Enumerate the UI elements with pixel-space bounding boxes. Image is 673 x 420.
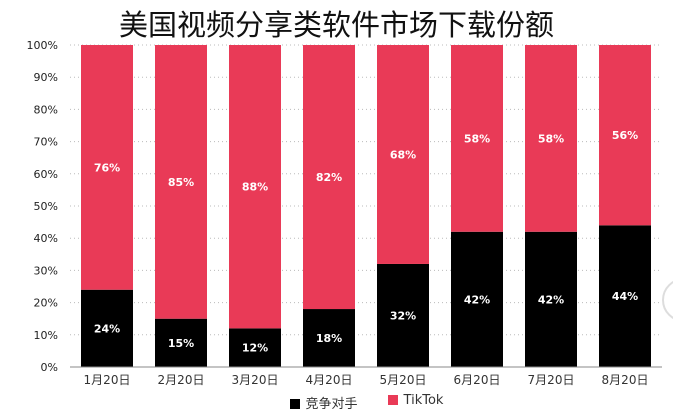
- x-tick-label: 8月20日: [602, 373, 649, 387]
- bar-segment: [451, 231, 503, 367]
- bar-segment: [599, 225, 651, 367]
- chart-title: 美国视频分享类软件市场下载份额: [118, 8, 554, 42]
- data-label: 18%: [316, 332, 342, 345]
- legend: 竞争对手 TikTok: [0, 393, 673, 412]
- x-tick-label: 4月20日: [306, 373, 353, 387]
- bar-segment: [81, 45, 133, 290]
- x-tick-label: 1月20日: [84, 373, 131, 387]
- legend-label: 竞争对手: [305, 397, 358, 412]
- data-label: 42%: [464, 293, 490, 306]
- bar-segment: [155, 45, 207, 319]
- data-label: 82%: [316, 171, 342, 184]
- y-tick-label: 100%: [27, 39, 58, 52]
- data-label: 68%: [390, 148, 416, 161]
- bar-segment: [229, 328, 281, 367]
- bar-segment: [599, 45, 651, 226]
- legend-label: TikTok: [403, 393, 444, 408]
- bar-segment: [377, 45, 429, 264]
- data-label: 44%: [612, 290, 638, 303]
- data-label: 15%: [168, 337, 194, 350]
- data-label: 56%: [612, 129, 638, 142]
- data-label: 76%: [94, 161, 120, 174]
- y-tick-label: 90%: [34, 71, 58, 84]
- y-tick-label: 40%: [34, 232, 58, 245]
- data-label: 58%: [464, 132, 490, 145]
- data-label: 88%: [242, 181, 268, 194]
- bar-segment: [229, 45, 281, 329]
- y-tick-label: 20%: [34, 297, 58, 310]
- bar-segment: [81, 289, 133, 367]
- x-tick-label: 6月20日: [454, 373, 501, 387]
- y-tick-label: 60%: [34, 168, 58, 181]
- bar-segment: [303, 309, 355, 367]
- data-label: 42%: [538, 293, 564, 306]
- data-label: 32%: [390, 309, 416, 322]
- bar-segment: [525, 45, 577, 232]
- x-tick-label: 3月20日: [232, 373, 279, 387]
- data-label: 24%: [94, 322, 120, 335]
- y-tick-label: 0%: [41, 361, 58, 374]
- data-label: 12%: [242, 342, 268, 355]
- data-label: 85%: [168, 176, 194, 189]
- bar-segment: [155, 318, 207, 367]
- y-tick-label: 70%: [34, 136, 58, 149]
- data-label: 58%: [538, 132, 564, 145]
- bar-segment: [451, 45, 503, 232]
- bar-segment: [303, 45, 355, 310]
- bar-segment: [377, 263, 429, 367]
- legend-item-tiktok[interactable]: TikTok: [387, 393, 444, 412]
- x-tick-label: 7月20日: [528, 373, 575, 387]
- y-tick-label: 30%: [34, 264, 58, 277]
- x-tick-label: 2月20日: [158, 373, 205, 387]
- y-tick-label: 50%: [34, 200, 58, 213]
- bar-segment: [525, 231, 577, 367]
- x-tick-label: 5月20日: [380, 373, 427, 387]
- y-tick-label: 10%: [34, 329, 58, 342]
- y-tick-label: 80%: [34, 103, 58, 116]
- legend-item-competitor[interactable]: 竞争对手: [289, 393, 358, 412]
- legend-swatch-icon: [387, 395, 398, 405]
- legend-swatch-icon: [289, 399, 300, 409]
